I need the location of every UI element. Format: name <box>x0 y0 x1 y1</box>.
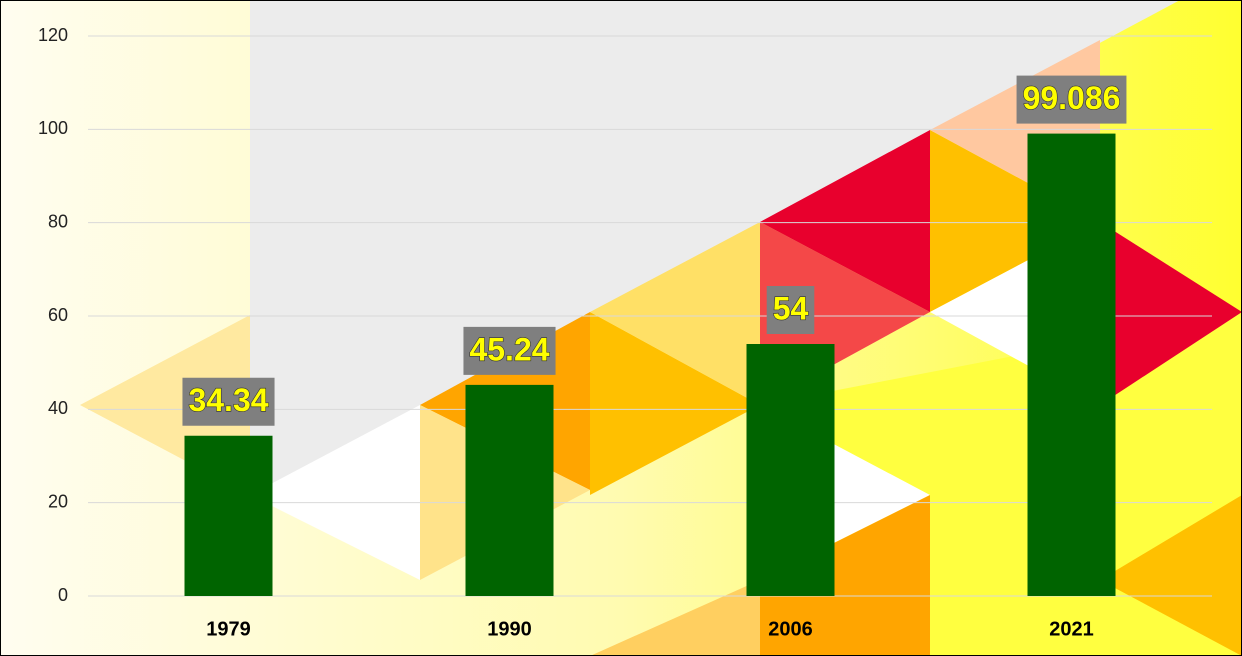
value-label: 99.086 <box>1023 80 1121 116</box>
bar <box>1027 133 1116 596</box>
bar <box>184 435 273 596</box>
x-tick-label: 2021 <box>1049 618 1094 640</box>
y-tick-label: 120 <box>38 25 68 45</box>
value-label-box <box>182 377 275 426</box>
value-label: 34.34 <box>188 382 268 418</box>
y-tick-label: 20 <box>48 491 68 511</box>
bar <box>465 384 554 596</box>
y-tick-label: 0 <box>58 585 68 605</box>
bar <box>746 344 835 596</box>
y-tick-label: 40 <box>48 398 68 418</box>
y-tick-label: 60 <box>48 305 68 325</box>
value-label: 45.24 <box>469 331 549 367</box>
y-tick-label: 80 <box>48 211 68 231</box>
y-tick-label: 100 <box>38 118 68 138</box>
value-label: 54 <box>773 290 809 326</box>
x-tick-label: 1990 <box>487 618 532 640</box>
value-label-box <box>1016 75 1127 124</box>
x-tick-label: 1979 <box>206 618 251 640</box>
x-tick-label: 2006 <box>768 618 813 640</box>
value-label-box <box>766 286 815 334</box>
value-label-box <box>463 326 556 375</box>
